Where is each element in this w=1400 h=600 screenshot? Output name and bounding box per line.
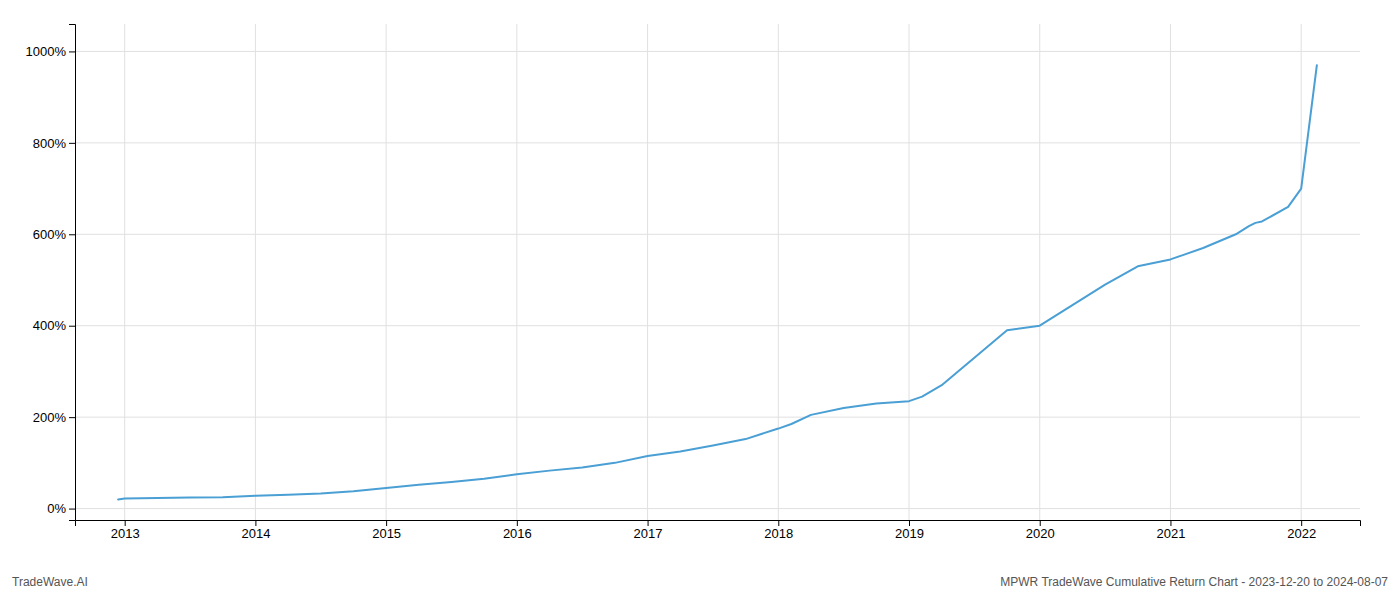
chart: 2013 2014 2015 2016 2017 2018 2019 2020 2021 2022… <box>0 0 1400 600</box>
x-tick-label: 2015 <box>372 526 401 541</box>
x-tick: 2020 <box>1026 520 1055 541</box>
x-tick: 2018 <box>764 520 793 541</box>
x-tick: 2016 <box>503 520 532 541</box>
y-grid-line <box>75 51 1360 52</box>
x-tick-mark <box>386 520 387 526</box>
x-tick: 2022 <box>1287 520 1316 541</box>
y-tick: 800% <box>33 136 75 151</box>
y-tick-label: 800% <box>33 136 67 151</box>
y-grid-line <box>75 142 1360 143</box>
y-axis-line <box>69 25 76 521</box>
x-tick: 2017 <box>634 520 663 541</box>
x-tick-label: 2018 <box>764 526 793 541</box>
y-grid-line <box>75 508 1360 509</box>
y-tick-label: 1000% <box>26 44 67 59</box>
x-grid-line <box>1301 24 1302 520</box>
y-tick-mark <box>69 326 75 327</box>
y-tick-label: 600% <box>33 227 67 242</box>
x-tick-label: 2016 <box>503 526 532 541</box>
x-grid-line <box>1170 24 1171 520</box>
y-tick-mark <box>69 417 75 418</box>
x-tick-mark <box>1301 520 1302 526</box>
plot: 2013 2014 2015 2016 2017 2018 2019 2020 2021 2022… <box>26 24 1361 541</box>
x-tick-mark <box>909 520 910 526</box>
y-tick-label: 0% <box>47 501 66 516</box>
y-axis: 0% 200% 400% 600% 800% 1000% <box>26 25 76 521</box>
x-grid-line <box>124 24 125 520</box>
x-tick-label: 2014 <box>241 526 270 541</box>
x-tick-mark <box>255 520 256 526</box>
x-grid-line <box>1039 24 1040 520</box>
x-grid-line <box>778 24 779 520</box>
x-tick-mark <box>1040 520 1041 526</box>
x-tick-label: 2020 <box>1026 526 1055 541</box>
x-tick: 2013 <box>111 520 140 541</box>
grid <box>75 24 1360 520</box>
x-tick-mark <box>1170 520 1171 526</box>
x-tick: 2019 <box>895 520 924 541</box>
x-axis: 2013 2014 2015 2016 2017 2018 2019 2020 2021 2022 <box>76 520 1361 541</box>
y-grid-line <box>75 234 1360 235</box>
y-tick-label: 400% <box>33 318 67 333</box>
title: MPWR TradeWave Cumulative Return Chart -… <box>1000 575 1388 589</box>
y-grid-line <box>75 417 1360 418</box>
x-tick: 2021 <box>1156 520 1185 541</box>
x-tick-mark <box>778 520 779 526</box>
x-tick-mark <box>648 520 649 526</box>
line <box>118 65 1317 499</box>
x-tick-mark <box>517 520 518 526</box>
y-tick-mark <box>69 234 75 235</box>
x-tick-mark <box>125 520 126 526</box>
y-grid-line <box>75 325 1360 326</box>
y-tick: 200% <box>33 410 75 425</box>
x-grid-line <box>255 24 256 520</box>
y-tick-mark <box>69 51 75 52</box>
y-tick-mark <box>69 509 75 510</box>
x-grid-line <box>386 24 387 520</box>
x-tick: 2014 <box>241 520 270 541</box>
y-tick-mark <box>69 143 75 144</box>
x-tick-label: 2021 <box>1156 526 1185 541</box>
y-tick: 1000% <box>26 44 75 59</box>
x-grid-line <box>647 24 648 520</box>
x-tick-label: 2017 <box>634 526 663 541</box>
x-tick-label: 2013 <box>111 526 140 541</box>
x-grid-line <box>909 24 910 520</box>
footer-left: TradeWave.AI <box>12 575 88 589</box>
x-axis-line <box>76 521 1361 527</box>
x-tick-label: 2022 <box>1287 526 1316 541</box>
y-tick-label: 200% <box>33 410 67 425</box>
y-tick: 400% <box>33 318 75 333</box>
y-tick: 600% <box>33 227 75 242</box>
x-tick-label: 2019 <box>895 526 924 541</box>
x-tick: 2015 <box>372 520 401 541</box>
marks <box>118 65 1317 499</box>
y-tick: 0% <box>47 501 75 516</box>
x-grid-line <box>516 24 517 520</box>
